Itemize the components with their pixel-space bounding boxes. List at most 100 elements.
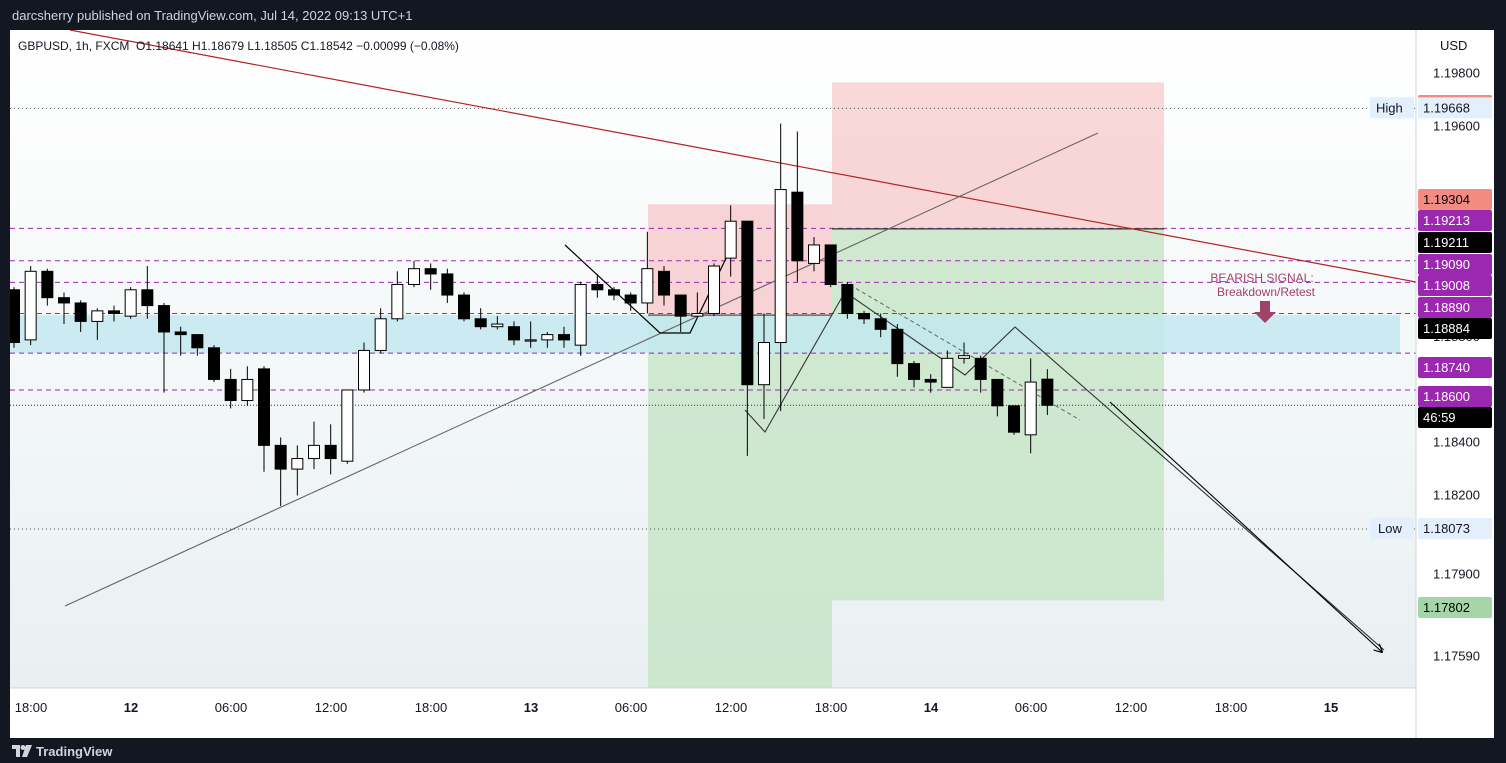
candle-down <box>108 310 121 315</box>
candle-down <box>141 289 154 307</box>
candle-up <box>758 342 771 386</box>
time-tick: 12:00 <box>715 700 748 715</box>
candle-up <box>308 444 321 460</box>
candle-up <box>958 355 971 359</box>
candle-down <box>208 347 221 380</box>
price-tag-bg <box>1418 210 1492 231</box>
price-tag-label: 1.19090 <box>1423 257 1470 272</box>
candle-down <box>8 289 20 344</box>
candle-up <box>24 270 37 341</box>
candle-down <box>658 270 671 296</box>
price-tag-label: 1.18600 <box>1423 389 1470 404</box>
time-tick: 12:00 <box>315 700 348 715</box>
candle-down <box>624 294 637 304</box>
tradingview-logo-icon <box>12 745 32 757</box>
price-tick: 1.17590 <box>1433 648 1480 663</box>
candle-down <box>474 318 487 328</box>
drawings <box>64 29 1417 652</box>
candle-up <box>124 289 137 317</box>
candle-up <box>291 458 304 470</box>
signal-title: BEARISH SIGNAL: <box>1210 271 1313 285</box>
candle-up <box>641 268 654 304</box>
candle-down <box>824 244 837 285</box>
candle-down <box>608 289 621 296</box>
time-tick: 13 <box>524 700 538 715</box>
candle-up <box>574 283 587 346</box>
time-tick: 15 <box>1324 700 1338 715</box>
footer-bar: TradingView <box>0 738 1506 763</box>
dashed-path <box>849 284 1081 421</box>
price-tag-label: 1.19008 <box>1423 278 1470 293</box>
candle-down <box>841 283 854 315</box>
candle-down <box>441 273 454 296</box>
time-tick: 18:00 <box>1215 700 1248 715</box>
price-tag-bg <box>1418 407 1492 428</box>
candle-down <box>924 378 937 383</box>
price-tick: 1.18400 <box>1433 435 1480 450</box>
legend-symbol: GBPUSD, 1h, FXCM <box>18 39 129 53</box>
time-tick: 06:00 <box>615 700 648 715</box>
price-tag-bg <box>1418 297 1492 318</box>
price-tick: 1.18200 <box>1433 487 1480 502</box>
chart-frame: GBPUSD, 1h, FXCM O1.18641 H1.18679 L1.18… <box>8 29 1494 738</box>
candle-up <box>241 378 254 402</box>
time-tick: 12:00 <box>1115 700 1148 715</box>
target-zone-lower <box>648 315 832 688</box>
time-tick: 06:00 <box>1015 700 1048 715</box>
price-tag-bg <box>1418 275 1492 296</box>
candle-down <box>858 313 871 320</box>
candle-down <box>191 334 204 349</box>
price-tags: 1.197661.193041.192131.192111.190901.190… <box>1370 95 1492 618</box>
signal-subtitle: Breakdown/Retest <box>1217 285 1316 299</box>
price-chart[interactable]: GBPUSD, 1h, FXCM O1.18641 H1.18679 L1.18… <box>8 29 1494 738</box>
low-tag: 1.18073 <box>1423 521 1470 536</box>
candle-down <box>41 270 54 299</box>
candle-down <box>174 331 187 336</box>
stop-zone-upper <box>832 82 1164 229</box>
price-tag-label: 1.17802 <box>1423 600 1470 615</box>
candle-up <box>808 244 821 264</box>
price-tag-label: 46:59 <box>1423 410 1456 425</box>
candle-down <box>991 378 1004 407</box>
price-tag-bg <box>1418 357 1492 378</box>
candle-down <box>908 363 921 380</box>
candle-up <box>358 349 371 391</box>
candle-down <box>674 294 687 317</box>
projection-path <box>744 291 1385 651</box>
candle-up <box>774 189 787 344</box>
candle-down <box>458 294 471 320</box>
price-tag-label: 1.18884 <box>1423 321 1470 336</box>
price-tag-bg <box>1418 597 1492 618</box>
candle-up <box>708 265 721 315</box>
candle-up <box>941 357 954 388</box>
price-tag-label: 1.18740 <box>1423 360 1470 375</box>
candle-up <box>524 339 537 342</box>
candle-up <box>491 323 504 328</box>
time-tick: 18:00 <box>815 700 848 715</box>
candle-down <box>508 326 521 341</box>
high-tag: 1.19668 <box>1423 100 1470 115</box>
candle-up <box>408 268 421 285</box>
candle-up <box>374 318 387 351</box>
candle-down <box>224 378 237 402</box>
candle-down <box>891 328 904 365</box>
candle-down <box>158 305 171 333</box>
high-label-bg <box>1370 97 1414 119</box>
ascending-trendline <box>64 132 1099 607</box>
candle-down <box>558 334 571 341</box>
candle-down <box>741 220 754 386</box>
high-label: High <box>1376 100 1403 115</box>
candle-down <box>874 318 887 330</box>
candle-up <box>724 220 737 259</box>
time-tick: 18:00 <box>15 700 48 715</box>
descending-trendline <box>69 29 1417 283</box>
price-tag-bg <box>1418 386 1492 407</box>
time-tick: 12 <box>124 700 138 715</box>
candle-down <box>424 268 437 275</box>
candle-up <box>341 389 354 462</box>
price-tag-label: 1.19213 <box>1423 213 1470 228</box>
low-tag-bg <box>1418 517 1492 539</box>
time-tick: 18:00 <box>415 700 448 715</box>
candle-down <box>74 302 87 322</box>
high-tag-bg <box>1418 97 1492 119</box>
